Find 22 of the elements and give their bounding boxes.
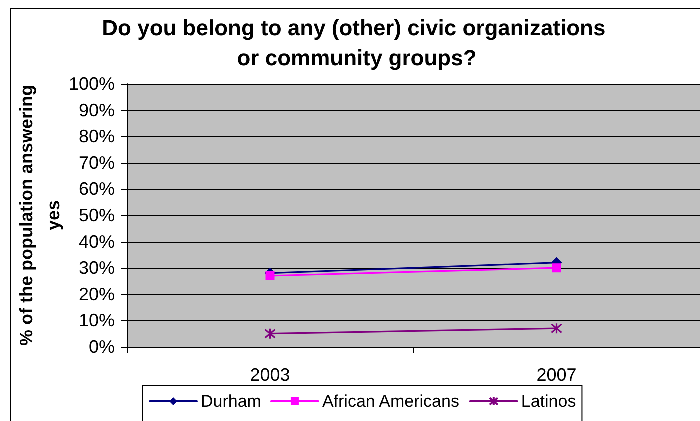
- point: [266, 271, 275, 280]
- y-tick-label: 70%: [78, 152, 115, 173]
- y-tick-label: 90%: [78, 100, 115, 120]
- y-tick-label: 100%: [68, 74, 115, 94]
- y-tick-label: 0%: [88, 337, 115, 357]
- y-tick-label: 50%: [78, 206, 115, 226]
- point: [552, 264, 562, 273]
- x-tick-label: 2007: [536, 365, 577, 385]
- point: [264, 328, 276, 340]
- y-tick-label: 10%: [78, 310, 115, 331]
- y-tick-label: 60%: [78, 179, 115, 200]
- y-axis-title: % of the population answering yes: [16, 85, 64, 346]
- y-tick-label: 40%: [78, 232, 115, 252]
- y-tick-label: 30%: [78, 258, 115, 278]
- legend-label: African Americans: [322, 392, 460, 411]
- x-tick-label: 2003: [250, 365, 290, 385]
- chart-title: Do you belong to any (other) civic organizations or community groups?: [102, 16, 612, 70]
- y-tick-label: 80%: [78, 126, 115, 147]
- point: [550, 322, 563, 334]
- legend-label: Durham: [201, 392, 262, 411]
- y-tick-label: 20%: [78, 284, 115, 304]
- legend-label: Latinos: [521, 392, 576, 411]
